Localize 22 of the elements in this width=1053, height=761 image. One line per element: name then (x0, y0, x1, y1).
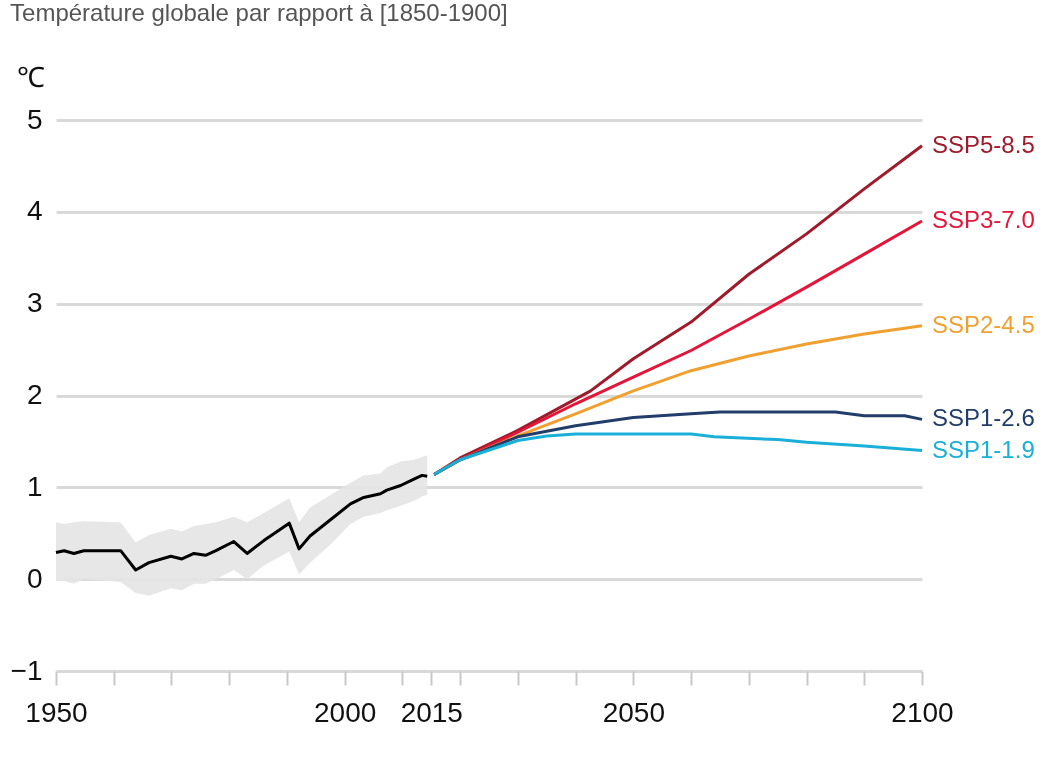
line-series (432, 432, 924, 476)
y-tick-label: 2 (26, 379, 43, 410)
x-tick-label: 1950 (25, 696, 88, 728)
y-tick-label: −1 (10, 654, 43, 686)
y-tick-label: 0 (26, 562, 43, 594)
series-label: SSP3-7.0 (932, 206, 1035, 234)
y-axis-title: ℃ (16, 61, 45, 93)
series-label: SSP2-4.5 (932, 310, 1035, 338)
line-series (432, 144, 924, 476)
series-label: SSP5-8.5 (932, 130, 1035, 158)
y-tick-label: 5 (26, 103, 43, 135)
series-label: SSP1-2.6 (932, 404, 1035, 432)
series-label: SSP1-1.9 (932, 435, 1035, 463)
y-tick-label: 1 (26, 470, 43, 502)
x-tick-label: 2100 (891, 696, 954, 728)
x-tick-label: 2050 (602, 696, 665, 728)
chart-title: Température globale par rapport à [1850-1900] (10, 0, 508, 26)
y-tick-label: 4 (26, 195, 43, 227)
x-tick-label: 2000 (314, 696, 377, 728)
x-tick-label: 2015 (400, 696, 463, 728)
y-tick-label: 3 (26, 287, 43, 319)
line-series (54, 473, 429, 572)
